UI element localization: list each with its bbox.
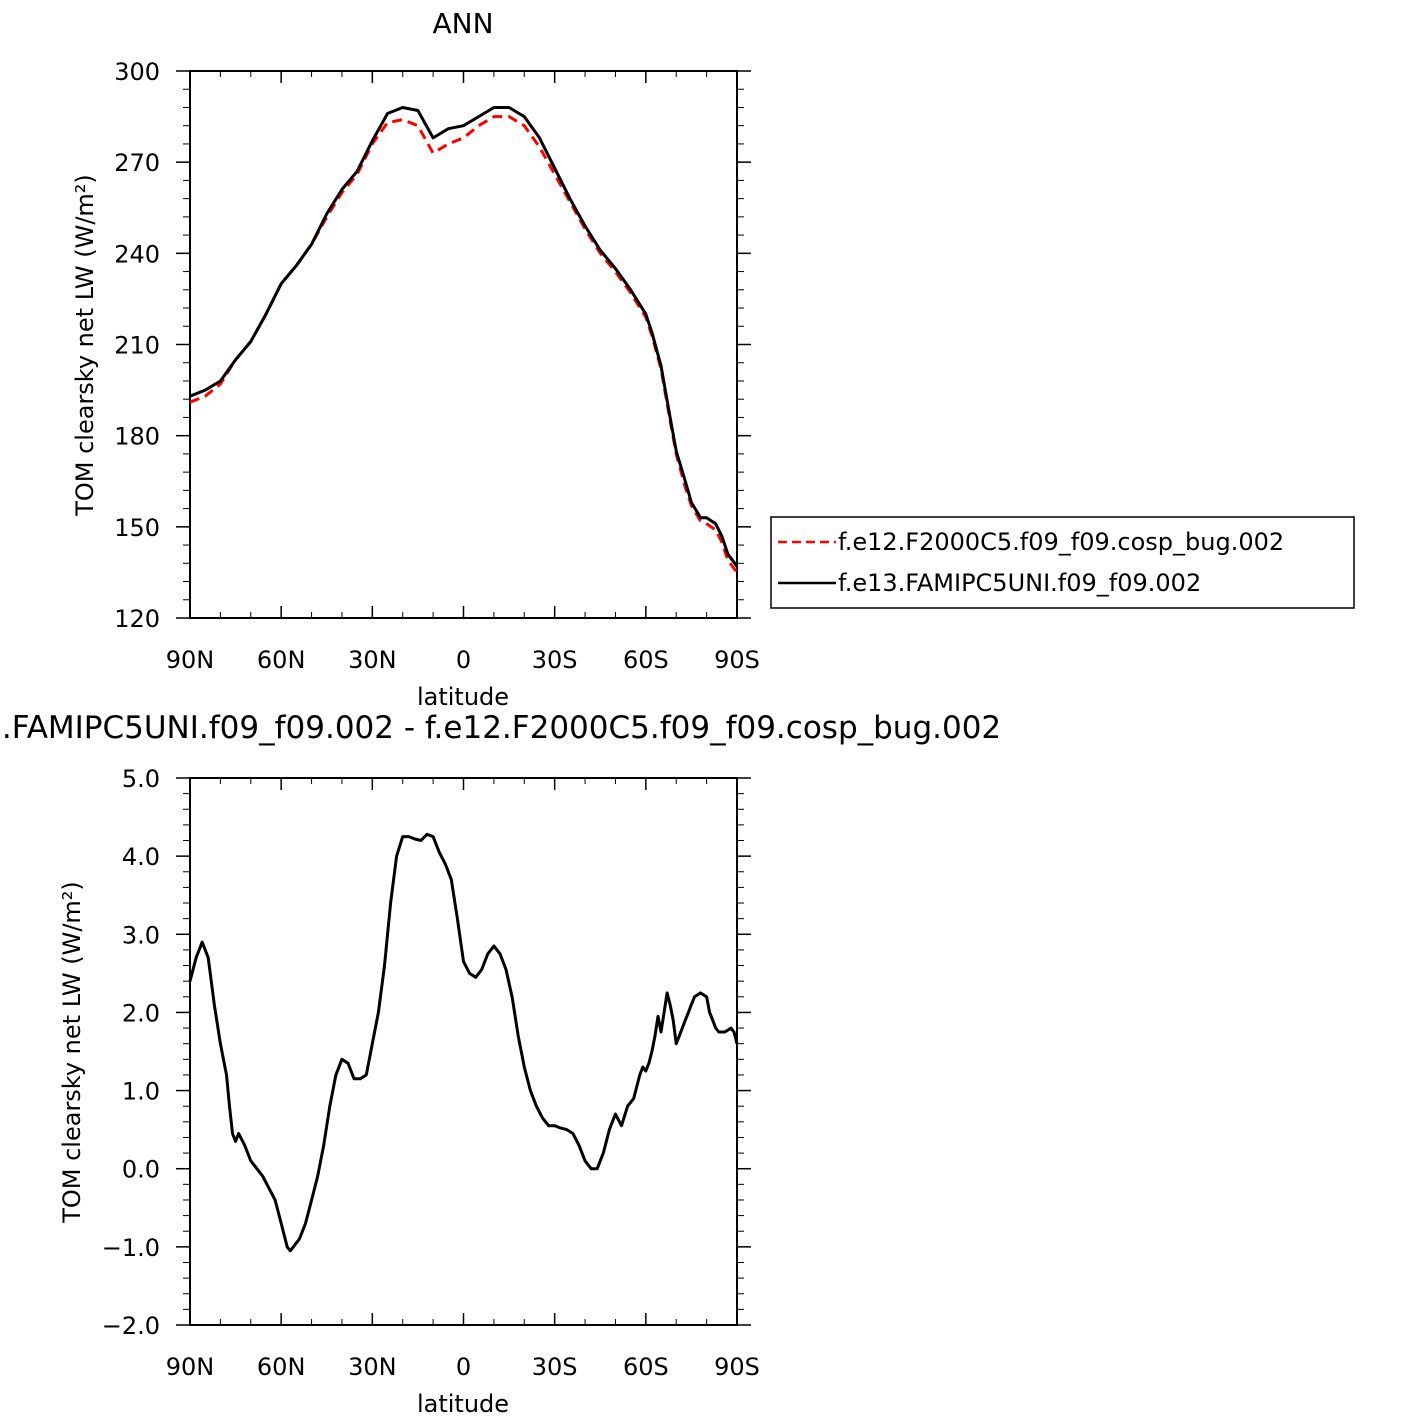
x-tick-label: 60N <box>257 1353 306 1381</box>
y-tick-label: 0.0 <box>122 1156 160 1184</box>
x-tick-label: 0 <box>456 1353 471 1381</box>
chart-top-title: ANN <box>432 7 493 40</box>
y-tick-label: 4.0 <box>122 843 160 871</box>
y-tick-label: 240 <box>114 240 160 268</box>
x-tick-label: 30S <box>532 646 578 674</box>
y-tick-label: 1.0 <box>122 1078 160 1106</box>
x-tick-label: 0 <box>456 646 471 674</box>
chart-bottom-title: f.e13.FAMIPC5UNI.f09_f09.002 - f.e12.F20… <box>0 710 1001 746</box>
y-tick-label: 270 <box>114 149 160 177</box>
y-tick-label: 210 <box>114 332 160 360</box>
chart-top-legend: f.e12.F2000C5.f09_f09.cosp_bug.002 f.e13… <box>770 516 1355 609</box>
x-tick-label: 30N <box>348 646 397 674</box>
y-tick-label: 3.0 <box>122 921 160 949</box>
y-tick-label: 150 <box>114 514 160 542</box>
y-tick-label: −1.0 <box>102 1234 160 1262</box>
legend-entry-1: f.e12.F2000C5.f09_f09.cosp_bug.002 <box>838 528 1284 556</box>
y-tick-label: 300 <box>114 58 160 86</box>
y-tick-label: 5.0 <box>122 765 160 793</box>
chart-top-ticks: 90N 60N 30N 0 30S 60S 90S 120 150 180 210 240 270 300 <box>114 58 760 674</box>
chart-bottom-series <box>188 832 739 1253</box>
chart-bottom-ticks: 90N 60N 30N 0 30S 60S 90S −2.0 −1.0 0.0 1.0 2.0 3.0 4… <box>102 765 760 1381</box>
chart-top: ANN 90N 60N 30N 0 30S 60S 90S 120 150 180 210 240 27… <box>71 7 1355 711</box>
x-tick-label: 60S <box>623 1353 669 1381</box>
y-tick-label: 120 <box>114 605 160 633</box>
x-tick-label: 90N <box>166 646 215 674</box>
legend-box <box>770 516 1355 609</box>
x-tick-label: 90S <box>714 646 760 674</box>
x-tick-label: 60N <box>257 646 306 674</box>
x-tick-label: 30N <box>348 1353 397 1381</box>
x-tick-label: 90N <box>166 1353 215 1381</box>
chart-top-x-axis-label: latitude <box>417 683 509 711</box>
x-tick-label: 90S <box>714 1353 760 1381</box>
x-tick-label: 60S <box>623 646 669 674</box>
chart-bottom-plot-frame <box>189 777 738 1326</box>
x-tick-label: 30S <box>532 1353 578 1381</box>
chart-bottom-x-axis-label: latitude <box>417 1390 509 1418</box>
legend-entry-2: f.e13.FAMIPC5UNI.f09_f09.002 <box>838 569 1201 597</box>
chart-bottom: f.e13.FAMIPC5UNI.f09_f09.002 - f.e12.F20… <box>0 710 1001 1418</box>
y-tick-label: 2.0 <box>122 999 160 1027</box>
series-line-bottom-1 <box>188 832 739 1253</box>
y-tick-label: 180 <box>114 423 160 451</box>
chart-top-series <box>189 106 739 574</box>
chart-top-y-axis-label: TOM clearsky net LW (W/m²) <box>71 174 99 517</box>
y-tick-label: −2.0 <box>102 1312 160 1340</box>
series-line-top-2 <box>189 106 739 568</box>
chart-bottom-y-axis-label: TOM clearsky net LW (W/m²) <box>58 881 86 1224</box>
